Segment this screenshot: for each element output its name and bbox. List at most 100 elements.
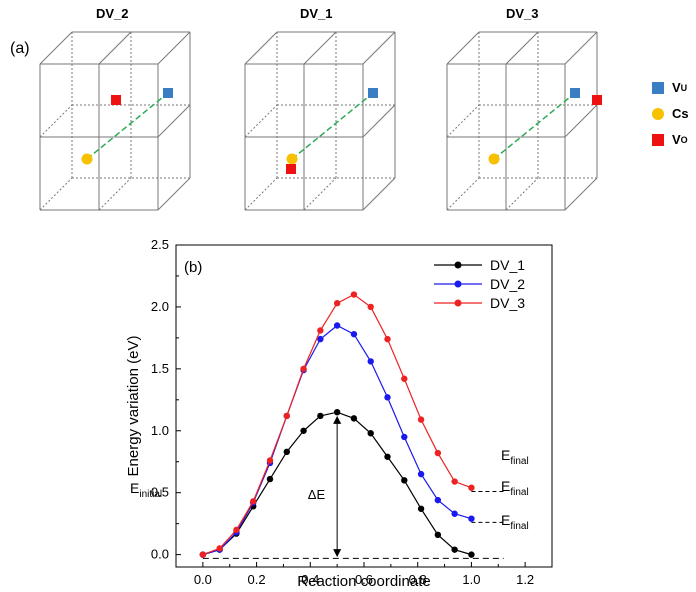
delta-e-arrowhead-down [333, 549, 342, 558]
square-icon [652, 81, 664, 94]
cell-edge [39, 104, 73, 138]
legend-vu-sub: U [680, 82, 688, 93]
legend-vu-symbol: V [672, 80, 681, 95]
cs-atom [488, 153, 500, 165]
cell-edge [564, 104, 598, 138]
x-tick-label: 1.0 [462, 572, 480, 587]
data-point [451, 478, 458, 485]
structure-1 [39, 31, 191, 211]
legend-marker [454, 280, 462, 288]
cell-edge [362, 177, 396, 211]
panel-a-structures [39, 31, 602, 211]
data-point [451, 510, 458, 517]
data-point [384, 394, 391, 401]
x-tick-label: 0.8 [409, 572, 427, 587]
delta-e-label: ΔE [308, 487, 326, 502]
cell-edge [244, 31, 278, 65]
e-final-label-3: Efinal [501, 447, 529, 467]
cs-atom [81, 153, 93, 165]
panel-a-label: (a) [10, 40, 30, 57]
x-tick-label: 0.2 [248, 572, 266, 587]
data-point [434, 531, 442, 538]
structure-3 [446, 31, 602, 211]
e-final-label-2: Efinal [501, 478, 529, 498]
y-tick-label: 0.0 [151, 547, 169, 562]
data-point [384, 335, 391, 343]
legend-item-cs: Cs [652, 106, 689, 121]
data-point [333, 408, 341, 416]
cell-edge [98, 177, 132, 211]
cell-edge [362, 104, 396, 138]
data-point [250, 498, 257, 505]
y-axis-label: Energy variation (eV) [125, 336, 142, 477]
data-point [350, 415, 358, 422]
data-point [300, 427, 307, 434]
x-tick-label: 1.2 [516, 572, 534, 587]
cell-edge [303, 177, 337, 211]
x-tick-label: 0.0 [194, 572, 212, 587]
cell-edge [362, 31, 396, 65]
cell-edge [564, 177, 598, 211]
legend-cs-symbol: Cs [672, 106, 689, 121]
cell-edge [446, 104, 480, 138]
structure-2 [244, 31, 396, 211]
cell-edge [157, 177, 191, 211]
data-point [367, 358, 374, 365]
cell-edge [446, 31, 480, 65]
data-point [317, 327, 324, 334]
vu-vacancy [570, 88, 580, 98]
legend-vo-symbol: V [672, 132, 681, 147]
data-point [451, 546, 458, 553]
data-point [266, 475, 274, 483]
data-point [468, 484, 475, 491]
data-point [317, 412, 324, 420]
vu-vacancy [368, 88, 378, 98]
legend-marker [454, 261, 462, 269]
cell-edge [303, 31, 337, 65]
legend-label: DV_2 [490, 276, 525, 292]
data-point [283, 448, 290, 456]
panel-b-label: (b) [184, 259, 202, 276]
y-tick-label: 2.5 [151, 237, 169, 252]
data-point [350, 291, 358, 298]
legend-label: DV_3 [490, 295, 525, 311]
vo-vacancy [111, 95, 121, 105]
data-point [233, 526, 240, 534]
plot-frame [175, 244, 553, 568]
data-point [417, 416, 425, 423]
e-final-label-1: Efinal [501, 512, 529, 532]
cell-edge [564, 31, 598, 65]
y-tick-label: 0.5 [151, 485, 169, 500]
x-tick-label: 0.6 [355, 572, 373, 587]
data-point [333, 322, 341, 329]
data-point [401, 375, 408, 382]
cell-edge [39, 31, 73, 65]
data-point [283, 412, 290, 420]
data-point [468, 515, 475, 522]
circle-icon [652, 107, 664, 120]
square-icon [652, 133, 664, 146]
y-tick-label: 1.0 [151, 423, 169, 438]
data-point [417, 470, 425, 478]
data-point [367, 430, 374, 437]
cell-edge [98, 31, 132, 65]
data-point [417, 505, 425, 512]
data-point [216, 545, 223, 552]
data-point [300, 365, 307, 373]
legend-label: DV_1 [490, 257, 525, 273]
legend-marker [454, 299, 462, 307]
structure-title-1: DV_2 [96, 6, 129, 21]
structure-title-3: DV_3 [506, 6, 539, 21]
vu-vacancy [163, 88, 173, 98]
vo-vacancy [286, 164, 296, 174]
cell-edge [505, 177, 539, 211]
e-initial-label: Einitial [130, 480, 162, 500]
cell-edge [39, 177, 73, 211]
data-point [199, 551, 207, 558]
data-point [434, 496, 442, 504]
data-point [468, 551, 475, 558]
